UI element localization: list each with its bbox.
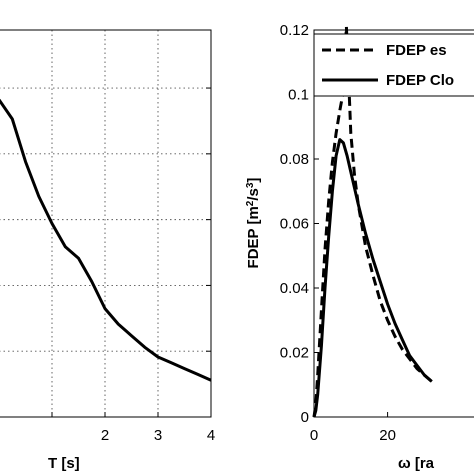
right-y-tick-label-3: 0.06: [280, 216, 309, 233]
left-panel: 2 3 4 T [s]: [0, 29, 215, 472]
right-y-tick-label-4: 0.08: [280, 151, 309, 168]
legend-label-fdep-closed-form: FDEP Clo: [386, 72, 454, 89]
right-x-ticks: 0 20: [310, 412, 396, 444]
right-y-tick-label-1: 0.02: [280, 345, 309, 362]
right-series-solid-line: [312, 138, 433, 418]
left-x-ticks: 2 3 4: [51, 87, 215, 444]
left-x-tick-label-2: 3: [154, 427, 162, 444]
right-y-ticks: 0 0.02 0.04 0.06 0.08 0.1 0.12: [280, 22, 319, 426]
right-x-tick-label-1: 20: [379, 427, 396, 444]
right-series-group: [312, 25, 433, 418]
legend: FDEP es FDEP Clo: [313, 33, 474, 97]
left-x-tick-label-1: 2: [101, 427, 109, 444]
right-y-tick-label-5: 0.1: [288, 87, 309, 104]
legend-label-fdep-estimate: FDEP es: [386, 42, 447, 59]
right-x-tick-label-0: 0: [310, 427, 318, 444]
right-y-tick-label-2: 0.04: [280, 280, 309, 297]
left-series-group: [0, 98, 212, 382]
left-series-line-0: [0, 98, 212, 382]
left-x-axis-label: T [s]: [48, 455, 80, 472]
right-series-dashed-line: [312, 25, 433, 418]
right-y-axis-label: FDEP [m2/s3]: [245, 178, 263, 269]
left-grid: [0, 30, 211, 417]
right-y-tick-label-6: 0.12: [280, 22, 309, 39]
legend-box: [313, 33, 474, 97]
right-y-tick-label-0: 0: [301, 409, 309, 426]
right-panel: 0 0.02 0.04 0.06 0.08 0.1 0.12 0 20 FDEP [m2/s3…: [245, 22, 474, 472]
left-x-tick-label-3: 4: [207, 427, 215, 444]
right-x-axis-label: ω [ra: [398, 455, 435, 472]
